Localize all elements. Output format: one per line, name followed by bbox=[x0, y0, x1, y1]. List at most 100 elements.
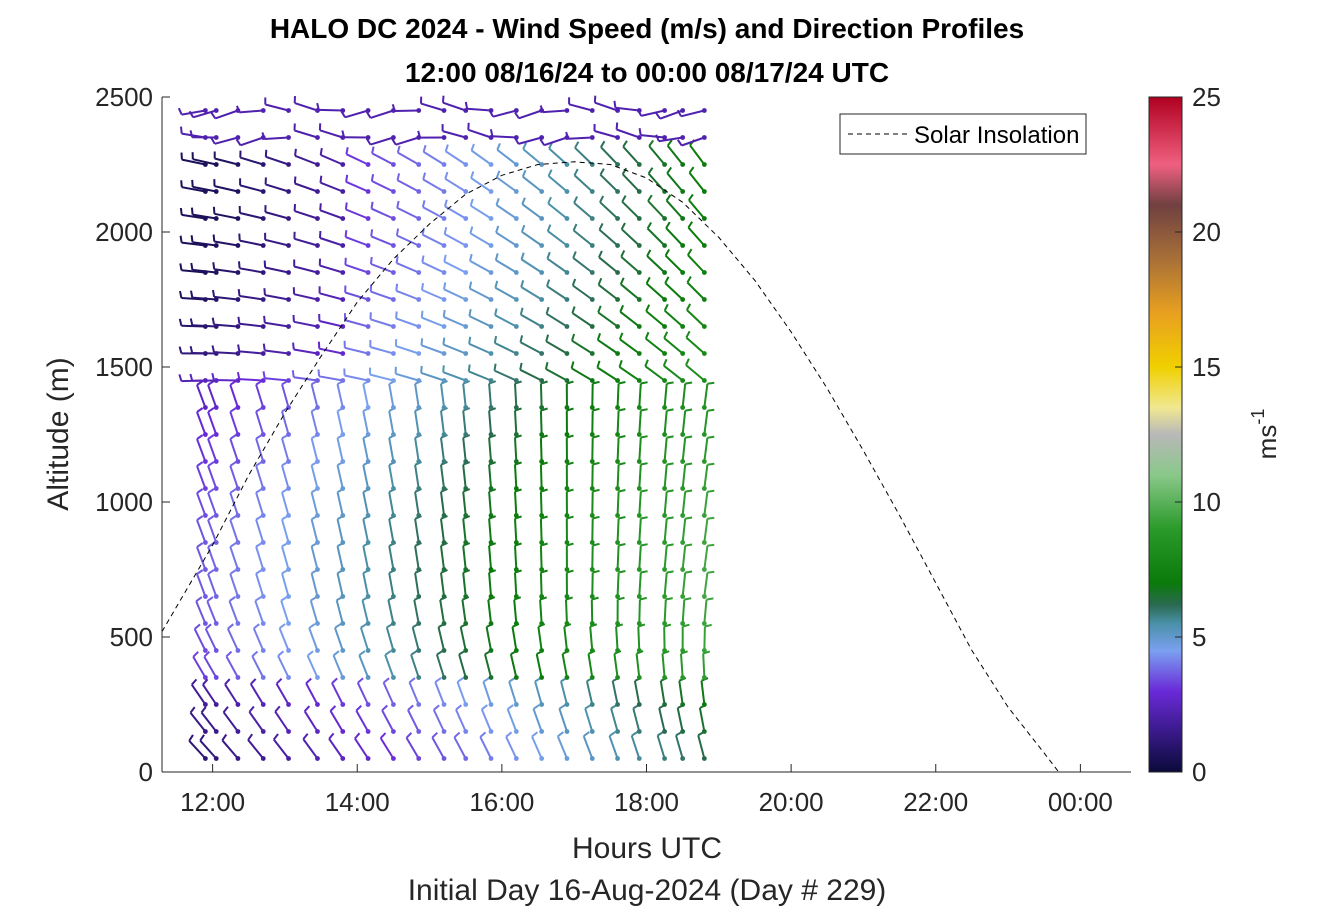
wind-barb bbox=[443, 226, 469, 248]
wind-barb bbox=[196, 515, 208, 545]
wind-barb bbox=[564, 407, 574, 437]
wind-barb bbox=[379, 732, 396, 761]
wind-barb bbox=[599, 168, 620, 194]
wind-barb bbox=[469, 198, 494, 221]
wind-barb bbox=[513, 542, 522, 572]
wind-barb bbox=[662, 408, 674, 437]
wind-barb bbox=[539, 515, 548, 545]
wind-barb bbox=[237, 288, 266, 302]
wind-barb bbox=[676, 108, 707, 118]
wind-barb bbox=[456, 677, 469, 707]
legend: Solar Insolation bbox=[839, 113, 1087, 155]
wind-barb bbox=[332, 650, 346, 680]
wind-barb bbox=[564, 569, 574, 599]
wind-barb bbox=[701, 408, 715, 437]
wind-barb bbox=[358, 650, 371, 680]
wind-barb bbox=[680, 543, 693, 572]
wind-barb bbox=[328, 732, 346, 761]
wind-barb bbox=[505, 731, 519, 761]
wind-barb bbox=[394, 339, 422, 356]
wind-barb bbox=[318, 258, 346, 275]
wind-barb bbox=[636, 596, 647, 626]
wind-barb bbox=[513, 488, 522, 518]
wind-barb bbox=[598, 222, 620, 248]
wind-barb bbox=[190, 235, 219, 248]
wind-barb bbox=[370, 256, 396, 275]
wind-barb bbox=[520, 280, 545, 302]
wind-barb bbox=[237, 316, 266, 329]
wind-barb bbox=[520, 224, 545, 248]
wind-barb bbox=[396, 145, 422, 167]
wind-barb bbox=[369, 339, 396, 356]
wind-barb bbox=[648, 139, 667, 167]
wind-barb bbox=[680, 623, 690, 653]
wind-barb bbox=[229, 380, 241, 410]
wind-barb bbox=[359, 622, 371, 653]
wind-barb bbox=[421, 255, 447, 275]
wind-barb bbox=[663, 331, 686, 356]
wind-barb bbox=[621, 167, 642, 194]
wind-barb bbox=[331, 677, 346, 707]
wind-barb bbox=[495, 170, 519, 194]
wind-barb bbox=[519, 335, 545, 356]
wind-barb bbox=[264, 149, 291, 167]
wind-barb bbox=[600, 140, 620, 167]
wind-barb bbox=[647, 194, 667, 221]
wind-barb bbox=[355, 704, 371, 734]
wind-barb bbox=[619, 277, 642, 302]
wind-barb bbox=[202, 678, 219, 707]
wind-barb bbox=[207, 461, 219, 491]
wind-barb bbox=[565, 131, 595, 140]
wind-barb bbox=[539, 434, 548, 464]
wind-barb bbox=[572, 223, 595, 248]
wind-barb bbox=[593, 123, 620, 140]
wind-barb bbox=[599, 195, 620, 221]
wind-barb bbox=[701, 570, 715, 599]
wind-barb bbox=[513, 515, 522, 545]
wind-barb bbox=[532, 704, 545, 734]
wind-barb bbox=[564, 488, 574, 518]
wind-barb bbox=[589, 542, 600, 572]
wind-barb bbox=[249, 678, 266, 707]
colorbar-tick-label: 15 bbox=[1192, 352, 1221, 382]
wind-barb bbox=[615, 381, 626, 410]
wind-barb bbox=[469, 226, 494, 248]
wind-barb bbox=[264, 97, 291, 113]
wind-barb bbox=[396, 173, 422, 194]
wind-barb bbox=[468, 309, 494, 329]
wind-barb bbox=[701, 462, 715, 491]
wind-barb bbox=[662, 462, 674, 491]
wind-barb bbox=[582, 731, 595, 761]
wind-barb bbox=[467, 122, 494, 140]
wind-barb bbox=[229, 515, 241, 545]
wind-barb bbox=[615, 596, 625, 626]
wind-barb bbox=[546, 279, 570, 302]
wind-barb bbox=[539, 380, 548, 410]
wind-barb bbox=[394, 366, 422, 383]
wind-barb bbox=[422, 172, 447, 194]
y-tick-label: 1000 bbox=[95, 487, 153, 517]
wind-barb bbox=[221, 733, 241, 761]
wind-barb bbox=[701, 435, 715, 464]
wind-barb bbox=[685, 358, 707, 383]
wind-barb bbox=[370, 229, 396, 248]
legend-entry-solar-insolation: Solar Insolation bbox=[914, 122, 1079, 149]
wind-barb bbox=[420, 96, 447, 113]
wind-barb bbox=[237, 344, 266, 356]
colorbar-label-exponent: -1 bbox=[1248, 409, 1268, 425]
wind-barb bbox=[329, 705, 346, 734]
wind-barb bbox=[395, 228, 422, 248]
wind-barb bbox=[495, 197, 519, 221]
wind-barb bbox=[255, 379, 266, 410]
wind-barb bbox=[421, 282, 447, 302]
wind-barb bbox=[188, 108, 219, 119]
wind-barb bbox=[318, 286, 346, 302]
wind-barb bbox=[464, 101, 494, 113]
wind-barb bbox=[371, 146, 396, 167]
wind-barb bbox=[493, 335, 519, 356]
wind-barb bbox=[506, 704, 519, 734]
wind-barb bbox=[405, 732, 422, 761]
wind-barb bbox=[662, 623, 672, 653]
wind-barb bbox=[666, 139, 686, 167]
wind-barb bbox=[434, 677, 447, 707]
